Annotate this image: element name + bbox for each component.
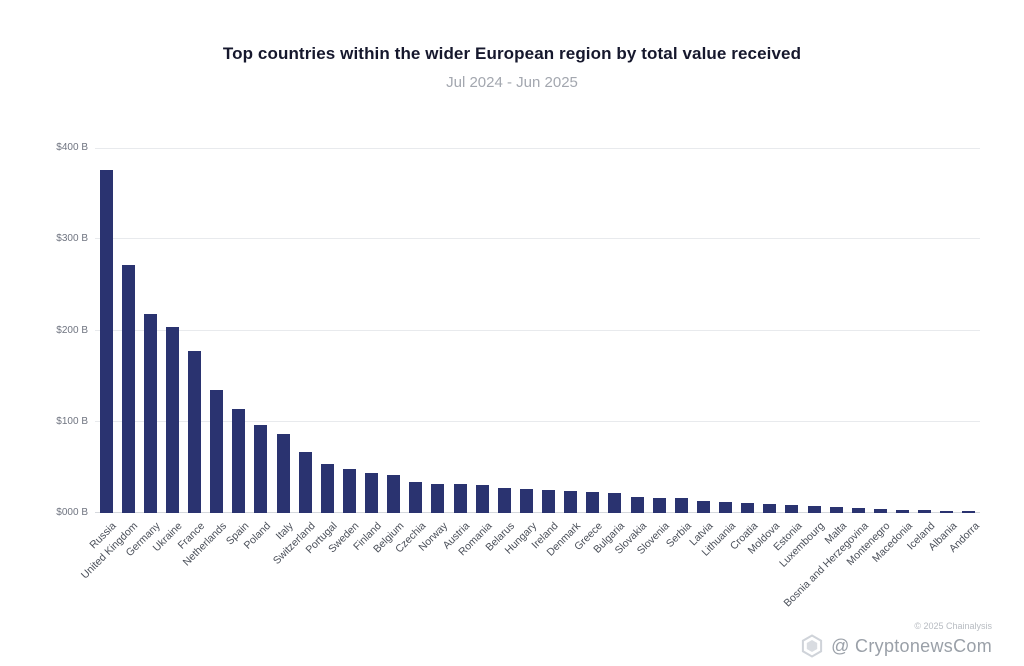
bar xyxy=(453,483,467,513)
bar xyxy=(741,502,755,513)
bar xyxy=(763,503,777,513)
chart-header: Top countries within the wider European … xyxy=(0,44,1024,91)
chart-title: Top countries within the wider European … xyxy=(222,44,802,63)
bar xyxy=(873,509,887,513)
gridline xyxy=(95,148,980,149)
bar xyxy=(630,496,644,513)
bar xyxy=(254,425,268,513)
watermark: @ CryptonewsCom xyxy=(800,634,992,658)
bar xyxy=(785,504,799,513)
y-axis-tick-label: $000 B xyxy=(56,507,88,518)
bar xyxy=(99,169,113,513)
bar xyxy=(409,481,423,513)
bar xyxy=(896,509,910,513)
bar-chart-plot-area: Russia United Kingdom Germany Ukraine France… xyxy=(79,148,981,609)
bar xyxy=(497,488,511,513)
bar xyxy=(121,264,135,513)
chart-footer: © 2025 Chainalysis @ CryptonewsCom xyxy=(800,621,992,658)
bar xyxy=(298,451,312,513)
y-axis: $000 B $100 B $200 B $300 B $400 B xyxy=(30,142,88,518)
bar xyxy=(940,511,954,513)
bar xyxy=(387,474,401,513)
bar xyxy=(807,505,821,513)
bar xyxy=(586,492,600,513)
bar xyxy=(696,501,710,513)
bar xyxy=(608,492,622,513)
bar xyxy=(232,408,246,513)
y-axis-tick-label: $300 B xyxy=(56,233,88,245)
bar xyxy=(674,498,688,513)
bar xyxy=(519,489,533,513)
bar xyxy=(542,490,556,513)
bar xyxy=(719,502,733,513)
chart-subtitle: Jul 2024 - Jun 2025 xyxy=(446,74,578,91)
bar xyxy=(962,511,976,513)
bar xyxy=(431,483,445,513)
gridline xyxy=(95,512,980,513)
bar xyxy=(342,469,356,513)
y-axis-tick-label: $200 B xyxy=(56,324,88,336)
bar xyxy=(210,389,224,513)
bar xyxy=(165,326,179,513)
bar xyxy=(276,433,290,513)
bar xyxy=(564,491,578,513)
bar xyxy=(188,350,202,513)
y-axis-tick-label: $400 B xyxy=(56,142,88,153)
bar xyxy=(475,484,489,513)
bar xyxy=(652,498,666,513)
bar xyxy=(143,314,157,513)
y-axis-tick-label: $100 B xyxy=(56,415,88,427)
bar xyxy=(918,510,932,513)
cryptonews-logo-icon xyxy=(802,634,823,658)
gridline xyxy=(95,329,980,331)
gridline xyxy=(95,420,980,422)
watermark-text: @ CryptonewsCom xyxy=(831,635,992,656)
bar xyxy=(320,463,334,513)
copyright-text: © 2025 Chainalysis xyxy=(914,621,992,631)
gridline xyxy=(95,238,980,240)
bar xyxy=(851,508,865,513)
bar xyxy=(365,472,379,513)
bar xyxy=(829,506,843,513)
